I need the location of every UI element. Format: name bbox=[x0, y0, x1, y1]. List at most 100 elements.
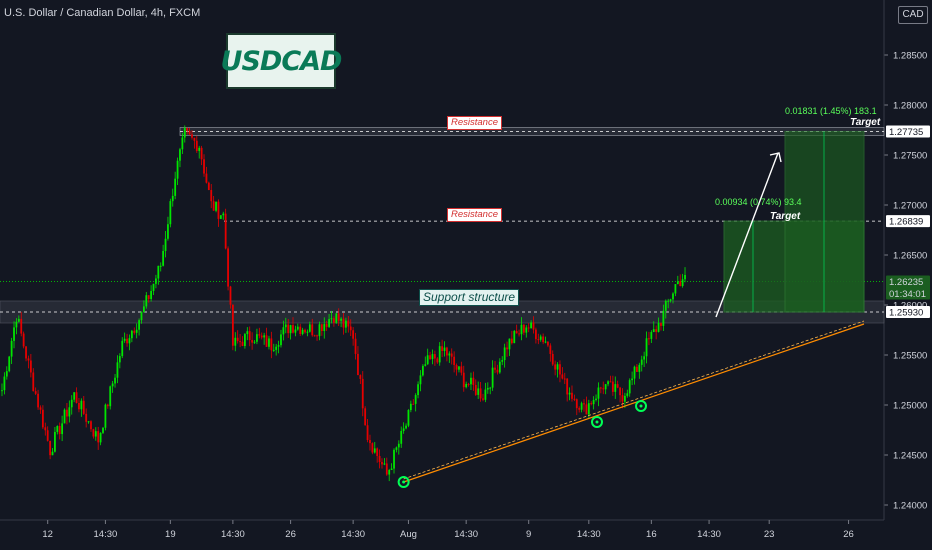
candle-body bbox=[121, 340, 124, 357]
candle-body bbox=[135, 329, 138, 333]
candle-body bbox=[429, 355, 431, 360]
candle-body bbox=[176, 160, 179, 179]
trendline-touch-marker bbox=[397, 476, 410, 488]
candle-body bbox=[648, 338, 650, 340]
x-tick-label: 14:30 bbox=[221, 529, 245, 540]
candle-body bbox=[68, 407, 71, 417]
candle-body bbox=[219, 215, 222, 219]
candle-body bbox=[236, 337, 239, 342]
candle-body bbox=[318, 324, 321, 337]
candle-body bbox=[621, 395, 624, 402]
candle-body bbox=[174, 178, 177, 196]
candle-body bbox=[441, 346, 444, 351]
candle-body bbox=[667, 300, 670, 302]
candle-body bbox=[191, 134, 193, 138]
candle-body bbox=[414, 395, 417, 404]
x-tick-label: 26 bbox=[285, 529, 296, 540]
candle-body bbox=[46, 430, 49, 441]
candle-body bbox=[679, 281, 682, 287]
candle-body bbox=[381, 461, 383, 465]
candle-body bbox=[152, 283, 155, 291]
candle-body bbox=[479, 388, 482, 399]
candle-body bbox=[436, 358, 439, 363]
x-tick-label: 14:30 bbox=[341, 529, 365, 540]
candle-body bbox=[556, 364, 559, 370]
candle-body bbox=[130, 330, 133, 339]
candle-body bbox=[609, 381, 612, 383]
candle-body bbox=[465, 383, 468, 388]
trendline-touch-dot bbox=[595, 420, 599, 424]
y-tick-label: 1.27000 bbox=[893, 201, 927, 212]
price-tag-lower-resistance-bg bbox=[886, 215, 930, 228]
candle-body bbox=[15, 321, 18, 328]
candle-body bbox=[547, 341, 549, 346]
candle-body bbox=[227, 248, 229, 287]
candle-body bbox=[561, 374, 564, 379]
candle-body bbox=[373, 448, 376, 453]
candle-body bbox=[171, 195, 174, 202]
candle-body bbox=[277, 345, 280, 347]
candle-body bbox=[347, 320, 350, 327]
candle-body bbox=[210, 190, 213, 202]
candle-body bbox=[203, 159, 205, 174]
candle-body bbox=[73, 392, 76, 400]
candle-body bbox=[109, 386, 112, 407]
candle-body bbox=[472, 377, 475, 385]
candle-body bbox=[366, 425, 369, 441]
candle-body bbox=[231, 304, 234, 346]
candle-body bbox=[282, 327, 285, 335]
candle-body bbox=[412, 403, 415, 405]
x-tick-label: 26 bbox=[843, 529, 854, 540]
candle-body bbox=[616, 384, 619, 388]
candle-body bbox=[325, 324, 328, 327]
candle-body bbox=[672, 293, 674, 300]
candle-body bbox=[229, 286, 232, 305]
candle-body bbox=[222, 213, 225, 216]
candle-body bbox=[323, 324, 326, 331]
y-tick-label: 1.24000 bbox=[893, 501, 927, 512]
candle-body bbox=[128, 338, 131, 344]
y-tick-label: 1.24500 bbox=[893, 451, 927, 462]
candle-body bbox=[63, 409, 66, 424]
candle-body bbox=[448, 353, 451, 356]
target-label-lower: Target bbox=[770, 211, 801, 222]
candle-body bbox=[37, 393, 39, 408]
candle-body bbox=[650, 332, 653, 339]
candle-body bbox=[515, 330, 518, 334]
candle-body bbox=[669, 299, 672, 301]
price-tag-current: 1.26235 bbox=[889, 277, 923, 288]
candle-body bbox=[118, 356, 121, 363]
candle-body bbox=[195, 140, 198, 151]
candle-body bbox=[20, 318, 23, 334]
price-tag-upper-resistance-bg bbox=[886, 125, 930, 138]
currency-button[interactable]: CAD bbox=[898, 6, 928, 24]
candle-body bbox=[251, 340, 254, 343]
candle-body bbox=[66, 409, 68, 417]
candle-body bbox=[405, 425, 407, 429]
candle-body bbox=[652, 329, 655, 333]
candle-body bbox=[167, 224, 169, 239]
candle-body bbox=[32, 372, 35, 392]
price-tag-support: 1.25930 bbox=[889, 308, 923, 319]
candle-body bbox=[681, 279, 684, 287]
candle-body bbox=[332, 318, 335, 323]
candle-body bbox=[455, 364, 458, 370]
candle-body bbox=[544, 341, 547, 343]
candle-body bbox=[292, 325, 294, 333]
candle-body bbox=[453, 356, 456, 365]
candle-body bbox=[539, 336, 542, 340]
candle-body bbox=[400, 430, 403, 444]
candle-body bbox=[330, 318, 333, 320]
candle-body bbox=[460, 366, 463, 373]
candle-body bbox=[655, 329, 658, 332]
candle-body bbox=[272, 349, 275, 351]
y-tick-label: 1.28500 bbox=[893, 51, 927, 62]
candle-body bbox=[80, 400, 83, 410]
candle-body bbox=[5, 371, 8, 377]
candle-body bbox=[179, 149, 181, 161]
candle-body bbox=[549, 345, 552, 354]
x-tick-label: 12 bbox=[42, 529, 53, 540]
candle-body bbox=[397, 443, 400, 448]
candle-body bbox=[508, 338, 511, 350]
